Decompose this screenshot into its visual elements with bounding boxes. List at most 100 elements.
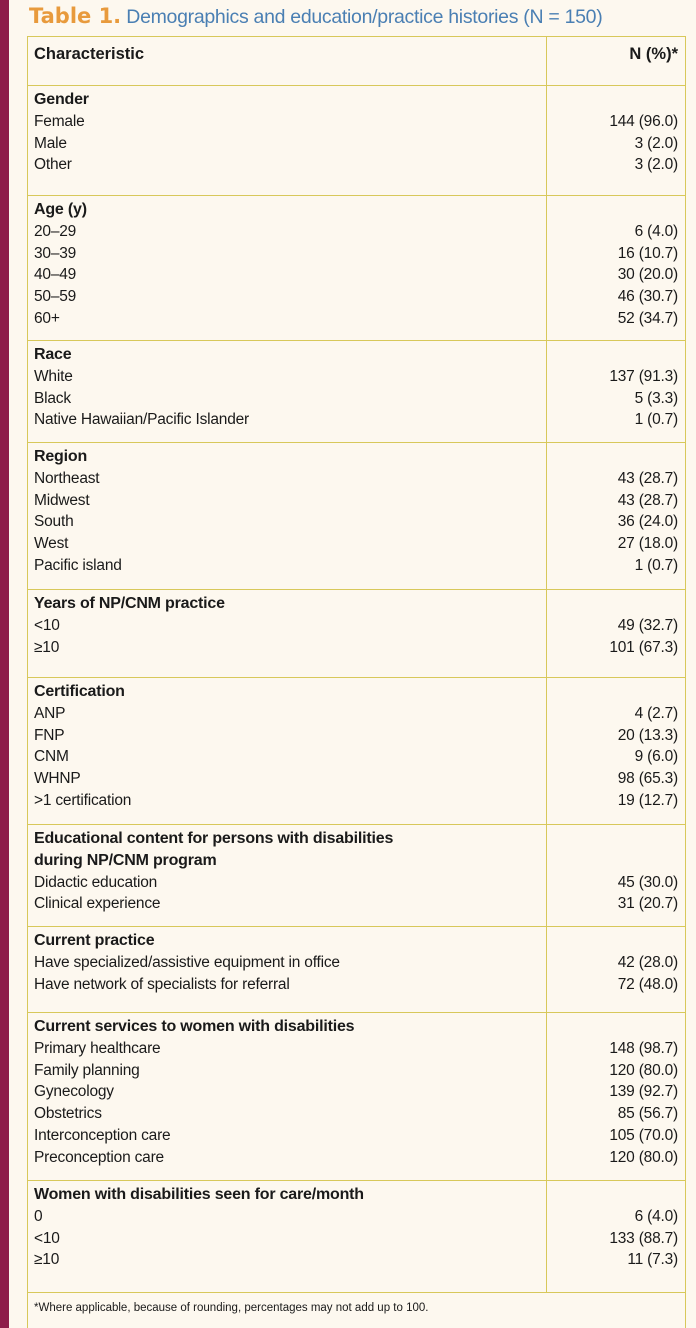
section-labels: Certification ANP FNP CNM WHNP >1 certificati… (28, 678, 547, 824)
section-labels: Current services to women with disabilit… (28, 1013, 547, 1180)
row-value: 1 (0.7) (634, 556, 679, 574)
value-spacer (547, 446, 678, 468)
row-label: 0 (34, 1207, 43, 1225)
row-value: 98 (65.3) (617, 770, 678, 788)
value-spacer (547, 681, 678, 703)
value-spacer (547, 850, 678, 872)
row-label: 60+ (34, 309, 60, 327)
row-label: Interconception care (34, 1126, 171, 1144)
row-value: 30 (20.0) (617, 266, 678, 284)
row-value: 85 (56.7) (617, 1105, 678, 1123)
value-spacer (547, 930, 678, 952)
row-value: 6 (4.0) (634, 222, 679, 240)
value-spacer (547, 828, 678, 850)
row-label: Primary healthcare (34, 1039, 161, 1057)
row-value: 16 (10.7) (617, 244, 678, 262)
section-title: Age (y) (34, 201, 87, 218)
row-label: White (34, 367, 73, 385)
row-label: Midwest (34, 491, 90, 509)
row-value: 137 (91.3) (609, 367, 678, 385)
section-title: Women with disabilities seen for care/mo… (34, 1186, 364, 1203)
table-section: Educational content for persons with dis… (28, 824, 685, 926)
row-value: 9 (6.0) (634, 748, 679, 766)
row-value: 144 (96.0) (609, 112, 678, 130)
row-value: 120 (80.0) (609, 1148, 678, 1166)
table-caption: Table 1. Demographics and education/prac… (9, 0, 696, 36)
section-values: 6 (4.0) 133 (88.7) 11 (7.3) (547, 1181, 685, 1292)
row-label: Family planning (34, 1061, 140, 1079)
table-section: Women with disabilities seen for care/mo… (28, 1180, 685, 1292)
row-value: 45 (30.0) (617, 873, 678, 891)
section-labels: Educational content for persons with dis… (28, 825, 547, 926)
table-section: Years of NP/CNM practice <10 ≥10 49 (32.7) 1… (28, 589, 685, 677)
value-spacer (547, 593, 678, 615)
row-label: >1 certification (34, 791, 132, 809)
row-label: Northeast (34, 469, 100, 487)
row-value: 101 (67.3) (609, 638, 678, 656)
left-color-spine (0, 0, 9, 1328)
section-title: Years of NP/CNM practice (34, 595, 225, 612)
table-section: Gender Female Male Other 144 (96.0) 3 (2.0) 3 … (28, 85, 685, 195)
row-label: Clinical experience (34, 895, 161, 913)
section-labels: Gender Female Male Other (28, 86, 547, 195)
row-value: 36 (24.0) (617, 513, 678, 531)
row-value: 19 (12.7) (617, 791, 678, 809)
row-value: 31 (20.7) (617, 895, 678, 913)
row-value: 43 (28.7) (617, 469, 678, 487)
row-label: 50–59 (34, 288, 77, 306)
row-label: Gynecology (34, 1083, 114, 1101)
section-title: Gender (34, 91, 89, 108)
header-n-percent: N (%)* (629, 45, 678, 63)
row-value: 11 (7.3) (627, 1251, 678, 1269)
table-header-row: Characteristic N (%)* (28, 36, 685, 85)
section-labels: Years of NP/CNM practice <10 ≥10 (28, 590, 547, 677)
value-spacer (547, 89, 678, 111)
row-value: 72 (48.0) (617, 975, 678, 993)
row-value: 133 (88.7) (609, 1229, 678, 1247)
row-label: 20–29 (34, 222, 77, 240)
section-title: Region (34, 448, 88, 465)
value-spacer (547, 344, 678, 366)
row-label: 40–49 (34, 266, 77, 284)
row-label: Female (34, 112, 85, 130)
row-label: Preconception care (34, 1148, 164, 1166)
section-title: Race (34, 346, 72, 363)
row-value: 43 (28.7) (617, 491, 678, 509)
table-section: Current services to women with disabilit… (28, 1012, 685, 1180)
row-label: Didactic education (34, 873, 158, 891)
table-section: Region Northeast Midwest South West Pacific i… (28, 442, 685, 589)
table-number: Table 1. (29, 4, 122, 28)
row-value: 120 (80.0) (609, 1061, 678, 1079)
row-label: South (34, 513, 74, 531)
section-labels: Women with disabilities seen for care/mo… (28, 1181, 547, 1292)
row-value: 6 (4.0) (634, 1207, 679, 1225)
table-title: Demographics and education/practice hist… (121, 6, 603, 28)
row-value: 139 (92.7) (609, 1083, 678, 1101)
section-title: Current practice (34, 932, 155, 949)
section-title: during NP/CNM program (34, 851, 217, 869)
row-label: WHNP (34, 770, 81, 788)
section-values: 4 (2.7) 20 (13.3) 9 (6.0) 98 (65.3) 19 (12.7… (547, 678, 685, 824)
row-value: 49 (32.7) (617, 616, 678, 634)
section-labels: Current practice Have specialized/assisti… (28, 927, 547, 1012)
table-section: Race White Black Native Hawaiian/Pacific Is… (28, 340, 685, 442)
row-label: <10 (34, 616, 60, 634)
header-characteristic: Characteristic (28, 37, 547, 85)
section-values: 45 (30.0) 31 (20.7) (547, 825, 685, 926)
row-label: West (34, 535, 69, 553)
table-page: Table 1. Demographics and education/prac… (9, 0, 696, 1328)
row-label: ANP (34, 704, 66, 722)
row-value: 52 (34.7) (617, 309, 678, 327)
table-section: Age (y) 20–29 30–39 40–49 50–59 60+ 6 (4.0) 16 … (28, 195, 685, 340)
section-values: 42 (28.0) 72 (48.0) (547, 927, 685, 1012)
section-labels: Race White Black Native Hawaiian/Pacific Is… (28, 341, 547, 442)
row-value: 46 (30.7) (617, 288, 678, 306)
row-label: 30–39 (34, 244, 77, 262)
row-value: 3 (2.0) (634, 134, 679, 152)
row-value: 5 (3.3) (634, 389, 679, 407)
section-title: Current services to women with disabilit… (34, 1018, 355, 1035)
section-values: 43 (28.7) 43 (28.7) 36 (24.0) 27 (18.0) 1 (0… (547, 443, 685, 589)
row-label: Pacific island (34, 556, 122, 574)
section-values: 137 (91.3) 5 (3.3) 1 (0.7) (547, 341, 685, 442)
row-label: Have network of specialists for referral (34, 975, 290, 993)
